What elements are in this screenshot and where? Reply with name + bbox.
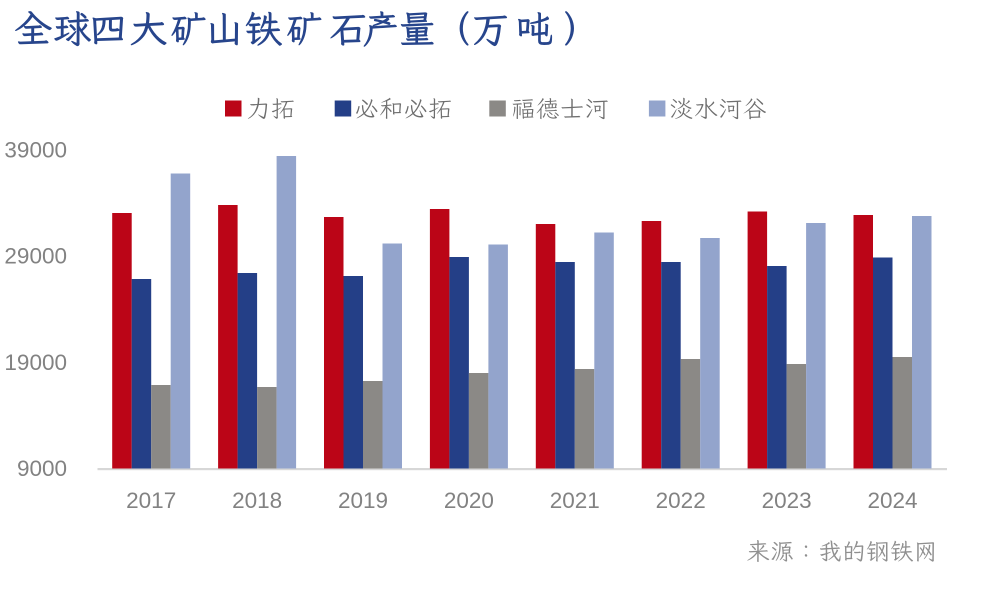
svg-text:2019: 2019 (338, 488, 388, 513)
svg-text:2024: 2024 (867, 488, 917, 513)
svg-text:2020: 2020 (444, 488, 494, 513)
svg-text:2018: 2018 (232, 488, 282, 513)
svg-text:2022: 2022 (656, 488, 706, 513)
svg-text:2021: 2021 (550, 488, 600, 513)
svg-text:39000: 39000 (4, 137, 67, 162)
svg-text:9000: 9000 (17, 456, 67, 481)
svg-text:19000: 19000 (4, 350, 67, 375)
svg-text:2023: 2023 (762, 488, 812, 513)
svg-text:2017: 2017 (126, 488, 176, 513)
svg-text:29000: 29000 (4, 244, 67, 269)
